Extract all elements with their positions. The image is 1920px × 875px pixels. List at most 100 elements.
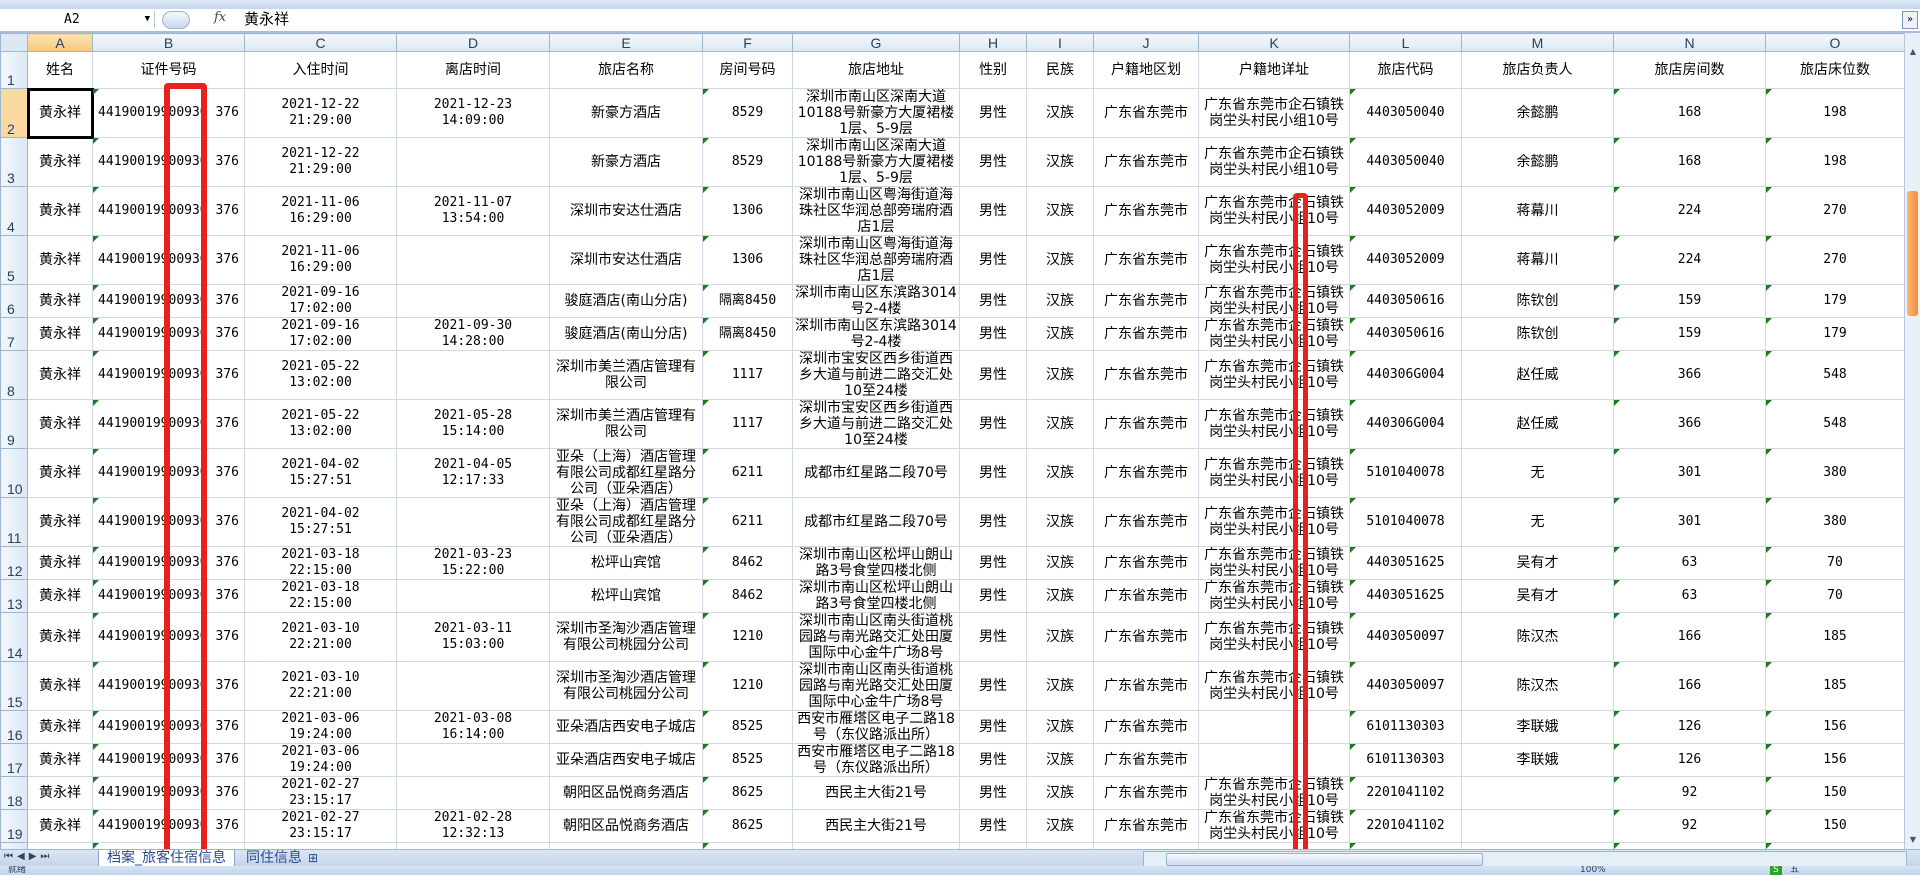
row-header-18[interactable]: 18 — [0, 776, 28, 810]
cell-m[interactable]: 余懿鹏 — [1461, 137, 1614, 187]
vertical-scrollbar[interactable]: ▲ ▼ — [1904, 33, 1920, 849]
column-header-k[interactable]: K — [1198, 33, 1350, 52]
cell-m[interactable]: 陈钦创 — [1461, 284, 1614, 318]
cell-a[interactable]: 黄永祥 — [27, 448, 93, 498]
cell-i[interactable]: 汉族 — [1026, 776, 1094, 810]
cell-g[interactable]: 深圳市宝安区西乡街道西乡大道与前进二路交汇处10至24楼 — [792, 399, 960, 449]
column-title-cell[interactable]: 旅店地址 — [792, 51, 960, 89]
cell-b[interactable]: 44190019900930 376 — [92, 661, 245, 711]
row-header-13[interactable]: 13 — [0, 579, 28, 613]
cell-a[interactable]: 黄永祥 — [27, 579, 93, 613]
column-title-cell[interactable]: 房间号码 — [702, 51, 793, 89]
cell-l[interactable]: 4403050616 — [1349, 317, 1462, 351]
cell-o[interactable]: 198 — [1765, 88, 1904, 138]
cell-d[interactable] — [396, 743, 550, 777]
cell-e[interactable]: 亚朵（上海）酒店管理有限公司成都红星路分公司（亚朵酒店） — [549, 448, 703, 498]
cell-g[interactable]: 深圳市南山区松坪山朗山路3号食堂四楼北侧 — [792, 579, 960, 613]
cell-e[interactable]: 松坪山宾馆 — [549, 579, 703, 613]
cell-n[interactable]: 301 — [1613, 448, 1766, 498]
cell-n[interactable]: 63 — [1613, 546, 1766, 580]
cell-h[interactable]: 男性 — [959, 350, 1027, 400]
cell-c[interactable]: 2021-04-02 15:27:51 — [244, 448, 397, 498]
cell-e[interactable]: 亚朵酒店西安电子城店 — [549, 710, 703, 744]
cell-m[interactable]: 无 — [1461, 448, 1614, 498]
cell-m[interactable]: 陈钦创 — [1461, 317, 1614, 351]
cell-g[interactable]: 西安市雁塔区电子二路18号（东仪路派出所） — [792, 743, 960, 777]
cell-f[interactable]: 6211 — [702, 497, 793, 547]
cell-j[interactable]: 广东省东莞市 — [1093, 186, 1199, 236]
cell-c[interactable]: 2021-05-22 13:02:00 — [244, 350, 397, 400]
cell-o[interactable]: 179 — [1765, 284, 1904, 318]
cell-m[interactable]: 蒋幕川 — [1461, 235, 1614, 285]
cell-i[interactable]: 汉族 — [1026, 284, 1094, 318]
cell-f[interactable]: 8525 — [702, 743, 793, 777]
cell-n[interactable]: 92 — [1613, 776, 1766, 810]
cell-f[interactable]: 1306 — [702, 186, 793, 236]
cell-f[interactable]: 8462 — [702, 579, 793, 613]
cell-k[interactable]: 广东省东莞市企石镇铁岗坣头村民小组10号 — [1198, 317, 1350, 351]
row-header-5[interactable]: 5 — [0, 235, 28, 285]
cell-b[interactable]: 44190019900930 376 — [92, 546, 245, 580]
cell-e[interactable]: 深圳市圣淘沙酒店管理有限公司桃园分公司 — [549, 661, 703, 711]
cell-n[interactable]: 92 — [1613, 809, 1766, 843]
cell-l[interactable]: 4403052009 — [1349, 186, 1462, 236]
cell-a[interactable]: 黄永祥 — [27, 350, 93, 400]
cell-n[interactable]: 168 — [1613, 137, 1766, 187]
select-all-button[interactable] — [0, 33, 28, 52]
cell-b[interactable]: 44190019900930 376 — [92, 284, 245, 318]
cell-l[interactable]: 440306G004 — [1349, 399, 1462, 449]
cell-b[interactable]: 44190019900930 376 — [92, 448, 245, 498]
row-header-4[interactable]: 4 — [0, 186, 28, 236]
cell-c[interactable]: 2021-02-27 23:15:17 — [244, 809, 397, 843]
cell-d[interactable]: 2021-05-28 15:14:00 — [396, 399, 550, 449]
cell-g[interactable]: 深圳市南山区南头街道桃园路与南光路交汇处田厦国际中心金牛广场8号 — [792, 612, 960, 662]
formula-resize-handle[interactable] — [162, 11, 190, 29]
cell-i[interactable]: 汉族 — [1026, 612, 1094, 662]
cell-b[interactable]: 44190019900930 376 — [92, 235, 245, 285]
cell-j[interactable]: 广东省东莞市 — [1093, 579, 1199, 613]
cell-g[interactable]: 成都市红星路二段70号 — [792, 497, 960, 547]
zoom-level[interactable]: 100% — [1580, 866, 1606, 875]
cell-o[interactable]: 185 — [1765, 612, 1904, 662]
ime-mode[interactable]: 五 — [1790, 866, 1800, 875]
column-header-g[interactable]: G — [792, 33, 960, 52]
cell-c[interactable]: 2021-11-06 16:29:00 — [244, 186, 397, 236]
cell-d[interactable] — [396, 284, 550, 318]
cell-k[interactable] — [1198, 743, 1350, 777]
column-header-m[interactable]: M — [1461, 33, 1614, 52]
chevron-down-icon[interactable]: ▼ — [144, 14, 150, 24]
row-header-8[interactable]: 8 — [0, 350, 28, 400]
cell-m[interactable]: 蒋幕川 — [1461, 186, 1614, 236]
cell-k[interactable]: 广东省东莞市企石镇铁岗坣头村民小组10号 — [1198, 88, 1350, 138]
cell-b[interactable]: 44190019900930 376 — [92, 317, 245, 351]
cell-f[interactable]: 8625 — [702, 776, 793, 810]
cell-a[interactable]: 黄永祥 — [27, 399, 93, 449]
cell-j[interactable]: 广东省东莞市 — [1093, 710, 1199, 744]
column-header-e[interactable]: E — [549, 33, 703, 52]
cell-k[interactable]: 广东省东莞市企石镇铁岗坣头村民小组10号 — [1198, 235, 1350, 285]
cell-k[interactable]: 广东省东莞市企石镇铁岗坣头村民小组10号 — [1198, 137, 1350, 187]
cell-i[interactable]: 汉族 — [1026, 743, 1094, 777]
cell-g[interactable]: 深圳市南山区东滨路3014号2-4楼 — [792, 284, 960, 318]
cell-l[interactable]: 4403050097 — [1349, 612, 1462, 662]
cell-m[interactable]: 无 — [1461, 497, 1614, 547]
cell-o[interactable]: 548 — [1765, 350, 1904, 400]
cell-c[interactable]: 2021-03-10 22:21:00 — [244, 661, 397, 711]
cell-j[interactable]: 广东省东莞市 — [1093, 137, 1199, 187]
column-header-a[interactable]: A — [27, 33, 93, 52]
cell-k[interactable]: 广东省东莞市企石镇铁岗坣头村民小组10号 — [1198, 186, 1350, 236]
cell-c[interactable]: 2021-03-18 22:15:00 — [244, 546, 397, 580]
cell-h[interactable]: 男性 — [959, 317, 1027, 351]
row-header-9[interactable]: 9 — [0, 399, 28, 449]
cell-n[interactable]: 166 — [1613, 661, 1766, 711]
column-title-cell[interactable]: 离店时间 — [396, 51, 550, 89]
cell-l[interactable]: 4403050097 — [1349, 661, 1462, 711]
cell-o[interactable]: 156 — [1765, 710, 1904, 744]
cell-k[interactable]: 广东省东莞市企石镇铁岗坣头村民小组10号 — [1198, 579, 1350, 613]
expand-formula-bar-icon[interactable]: » — [1902, 11, 1918, 29]
cell-l[interactable]: 6101130303 — [1349, 710, 1462, 744]
row-header-2[interactable]: 2 — [0, 88, 28, 138]
cell-m[interactable]: 吴有才 — [1461, 579, 1614, 613]
cell-a[interactable]: 黄永祥 — [27, 186, 93, 236]
cell-f[interactable]: 8525 — [702, 710, 793, 744]
